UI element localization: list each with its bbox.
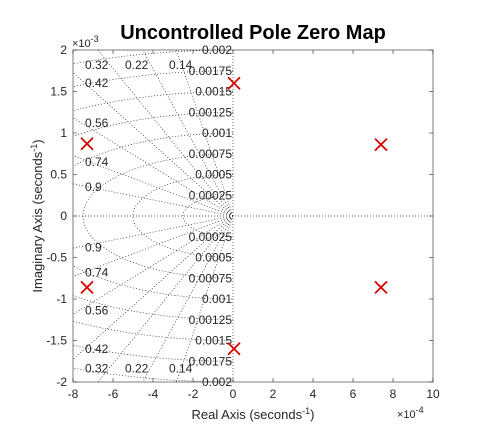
x-exponent-label: ×10-4 xyxy=(397,405,424,421)
damping-label: 0.56 xyxy=(85,304,109,318)
damping-label: 0.74 xyxy=(85,265,109,279)
frequency-circle xyxy=(73,111,233,321)
damping-label: 0.42 xyxy=(85,342,109,356)
y-axis-label: Imaginary Axis (seconds-1) xyxy=(29,139,45,292)
pole-marker xyxy=(374,280,388,295)
frequency-label: 0.00125 xyxy=(189,105,233,119)
frequency-label: 0.00075 xyxy=(189,271,233,285)
y-tick-label: 0.5 xyxy=(50,168,67,182)
frequency-label: 0.00175 xyxy=(189,64,233,78)
damping-label: 0.22 xyxy=(125,58,149,72)
frequency-label: 0.00025 xyxy=(189,230,233,244)
svg-text:×10-3: ×10-3 xyxy=(72,34,99,50)
svg-text:×10-4: ×10-4 xyxy=(397,405,424,421)
damping-line xyxy=(73,215,233,360)
frequency-label: 0.001 xyxy=(202,292,232,306)
frequency-circle xyxy=(182,194,233,238)
frequency-label: 0.0015 xyxy=(195,85,232,99)
sgrid: 0.14 0.14 0.22 0.22 0.32 0.32 0.42 0.42 0.56 0.56… xyxy=(73,43,433,389)
y-tick-label: 2 xyxy=(60,43,67,57)
x-tick-label: -4 xyxy=(148,387,159,401)
pole-marker xyxy=(227,76,241,90)
chart-title: Uncontrolled Pole Zero Map xyxy=(120,22,386,44)
frequency-circle xyxy=(82,153,233,279)
damping-line xyxy=(97,215,233,382)
damping-label: 0.32 xyxy=(85,58,109,72)
damping-label: 0.22 xyxy=(125,362,149,376)
y-tick-label: 1 xyxy=(60,126,67,140)
damping-label: 0.14 xyxy=(169,362,193,376)
pole-marker xyxy=(227,342,241,356)
frequency-label: 0.00125 xyxy=(189,313,233,327)
damping-line xyxy=(73,215,233,315)
damping-line xyxy=(73,72,233,217)
damping-label: 0.56 xyxy=(85,116,109,130)
x-tick-label: 2 xyxy=(270,387,277,401)
axis-ticks: -8 -6 -4 -2 0 2 4 6 8 10 -2 -1.5 -1 -0.5 0 0.5 1 1.5 2 xyxy=(46,43,440,401)
y-tick-label: -1 xyxy=(56,292,67,306)
x-tick-label: -6 xyxy=(108,387,119,401)
damping-label: 0.32 xyxy=(85,362,109,376)
pole-marker xyxy=(374,137,388,152)
y-tick-label: -0.5 xyxy=(46,251,67,265)
x-tick-label: 8 xyxy=(390,387,397,401)
poles xyxy=(80,76,388,356)
y-tick-label: -2 xyxy=(56,375,67,389)
frequency-label: 0.001 xyxy=(202,126,232,140)
damping-label: 0.9 xyxy=(85,241,102,255)
damping-line xyxy=(97,50,233,217)
frequency-label: 0.0005 xyxy=(195,251,232,265)
damping-line xyxy=(73,117,233,217)
damping-line xyxy=(176,50,233,217)
pole-marker xyxy=(80,137,94,151)
y-tick-label: 1.5 xyxy=(50,85,67,99)
x-tick-label: 0 xyxy=(230,387,237,401)
damping-line xyxy=(176,215,233,382)
damping-label: 0.42 xyxy=(85,76,109,90)
frequency-label: 0.0015 xyxy=(195,334,232,348)
frequency-label: 0.00075 xyxy=(189,147,233,161)
pole-marker xyxy=(80,280,94,295)
y-tick-label: 0 xyxy=(60,209,67,223)
frequency-label: 0.0005 xyxy=(195,168,232,182)
frequency-label: 0.00025 xyxy=(189,188,233,202)
damping-label: 0.74 xyxy=(85,155,109,169)
x-axis-label: Real Axis (seconds-1) xyxy=(192,406,315,422)
x-tick-label: 10 xyxy=(426,387,440,401)
frequency-label: 0.00175 xyxy=(189,354,233,368)
y-tick-label: -1.5 xyxy=(46,334,67,348)
x-tick-label: 6 xyxy=(350,387,357,401)
damping-label: 0.9 xyxy=(85,180,102,194)
y-exponent-label: ×10-3 xyxy=(72,34,99,50)
x-tick-label: -8 xyxy=(68,387,79,401)
x-tick-label: 4 xyxy=(310,387,317,401)
x-tick-label: -2 xyxy=(188,387,199,401)
damping-label: 0.14 xyxy=(169,58,193,72)
